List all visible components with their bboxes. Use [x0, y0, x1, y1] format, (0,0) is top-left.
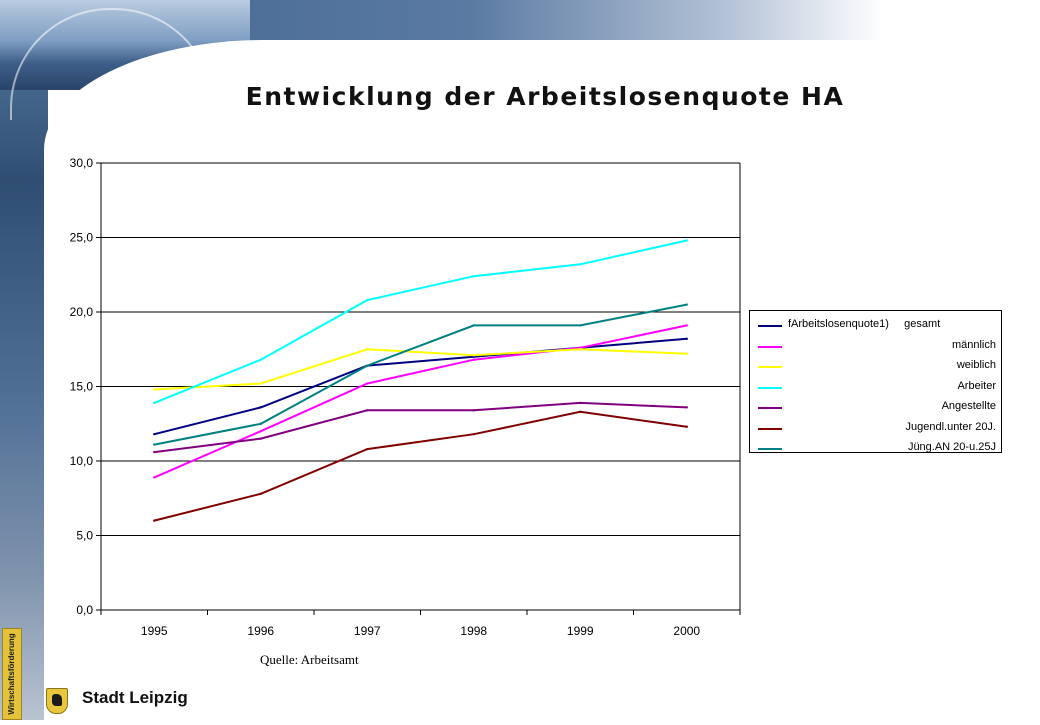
- data-point: [579, 263, 582, 266]
- city-crest-icon: [46, 688, 68, 714]
- side-tab-label: Wirtschaftsförderung: [7, 633, 16, 715]
- data-point: [153, 401, 156, 405]
- y-tick-label: 10,0: [70, 454, 94, 468]
- y-tick-label: 30,0: [70, 156, 94, 170]
- legend-swatch: [758, 448, 782, 450]
- y-tick-label: 25,0: [70, 231, 94, 245]
- y-tick-label: 20,0: [70, 305, 94, 319]
- series-line: [153, 324, 688, 479]
- brand-name: Stadt Leipzig: [82, 688, 188, 707]
- legend-swatch: [758, 386, 782, 389]
- data-point: [259, 358, 262, 361]
- legend-entry: fArbeitslosenquote1) gesamt: [756, 317, 996, 335]
- legend-swatch: [758, 366, 782, 368]
- data-point: [685, 303, 688, 306]
- series-line: [154, 401, 687, 454]
- data-point: [259, 422, 262, 425]
- data-point: [259, 382, 262, 385]
- x-tick-label: 1997: [354, 624, 381, 638]
- data-point: [685, 352, 688, 355]
- data-point: [153, 443, 156, 446]
- data-point: [366, 298, 369, 302]
- data-point: [685, 337, 688, 341]
- series-line: [154, 337, 687, 436]
- data-point: [685, 406, 688, 409]
- data-point: [366, 409, 369, 412]
- data-point: [153, 519, 156, 522]
- data-point: [153, 450, 156, 454]
- legend-entry: Arbeiter: [756, 379, 996, 397]
- legend-label: fArbeitslosenquote1) gesamt: [788, 318, 941, 330]
- data-point: [153, 388, 156, 391]
- data-point: [472, 324, 475, 327]
- y-tick-label: 0,0: [76, 603, 93, 617]
- legend-label: weiblich: [956, 359, 996, 371]
- data-point: [472, 354, 475, 357]
- data-point: [259, 430, 262, 433]
- series-line: [154, 348, 687, 391]
- legend-label: Angestellte: [941, 400, 996, 412]
- legend-entry: Jugendl.unter 20J.: [756, 420, 996, 438]
- legend-label: Jüng.AN 20-u.25J: [907, 441, 996, 453]
- x-tick-label: 1996: [247, 624, 274, 638]
- data-point: [472, 275, 475, 278]
- data-point: [579, 324, 582, 327]
- data-point: [153, 476, 156, 479]
- source-note: Quelle: Arbeitsamt: [260, 652, 359, 667]
- y-tick-label: 15,0: [70, 380, 94, 394]
- data-point: [366, 348, 369, 351]
- x-tick-label: 2000: [673, 624, 700, 638]
- x-tick-label: 1999: [567, 624, 594, 638]
- legend-entry: Jüng.AN 20-u.25J: [756, 440, 996, 458]
- x-tick-label: 1998: [460, 624, 487, 638]
- data-point: [685, 239, 688, 242]
- x-tick-label: 1995: [141, 624, 168, 638]
- side-photo-band: [0, 0, 48, 720]
- chart-legend: fArbeitslosenquote1) gesamt männlich weibl…: [749, 310, 1002, 453]
- data-point: [366, 382, 369, 385]
- data-point: [579, 401, 582, 405]
- data-point: [579, 410, 582, 414]
- side-tab: Wirtschaftsförderung: [2, 628, 22, 720]
- y-tick-label: 5,0: [76, 529, 93, 543]
- data-point: [472, 409, 475, 412]
- data-point: [472, 358, 475, 361]
- legend-entry: weiblich: [756, 358, 996, 376]
- data-point: [366, 447, 369, 451]
- data-point: [366, 364, 369, 367]
- legend-swatch: [758, 407, 782, 409]
- series-line: [154, 303, 687, 446]
- legend-label: männlich: [951, 338, 996, 351]
- data-point: [579, 348, 582, 351]
- legend-swatch: [758, 345, 782, 348]
- legend-swatch: [758, 427, 782, 430]
- page-title: Entwicklung der Arbeitslosenquote HA: [245, 82, 845, 111]
- data-point: [259, 406, 262, 409]
- data-point: [259, 437, 262, 440]
- legend-entry: männlich: [756, 338, 996, 356]
- series-line: [154, 410, 687, 522]
- series-line: [153, 239, 688, 404]
- legend-label: Arbeiter: [957, 379, 996, 392]
- legend-label: Jugendl.unter 20J.: [905, 420, 996, 433]
- legend-entry: Angestellte: [756, 399, 996, 417]
- data-point: [685, 324, 688, 327]
- lion-icon: [52, 694, 62, 706]
- data-point: [259, 492, 262, 495]
- data-point: [685, 425, 688, 428]
- legend-swatch: [758, 325, 782, 327]
- data-point: [472, 432, 475, 436]
- data-point: [153, 432, 156, 436]
